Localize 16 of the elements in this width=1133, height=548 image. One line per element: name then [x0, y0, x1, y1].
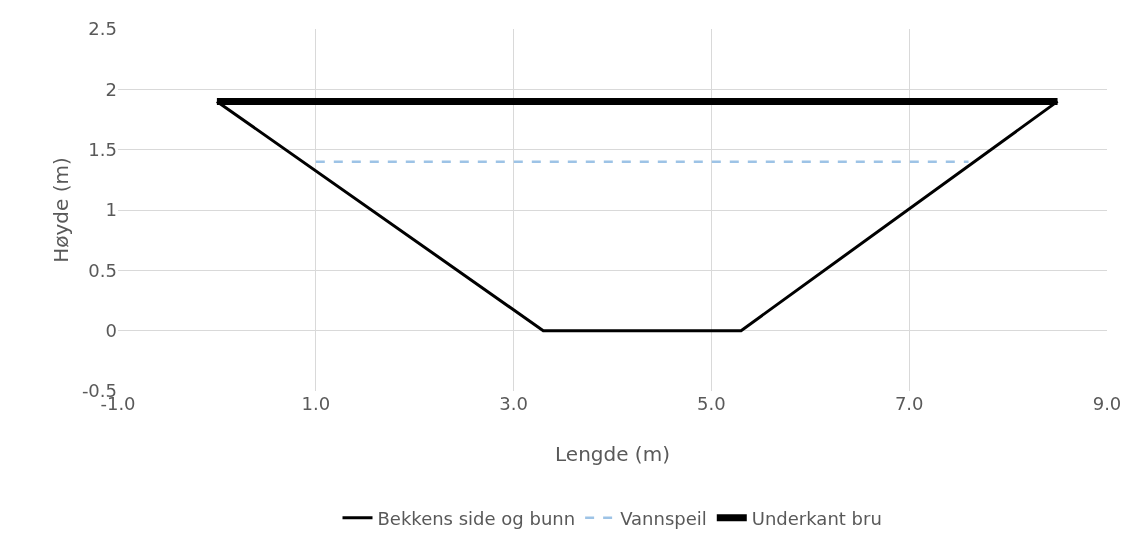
legend-label: Vannspeil: [620, 507, 707, 529]
y-axis-title: Høyde (m): [49, 157, 73, 263]
x-tick-label: 5.0: [697, 393, 726, 414]
y-tick-label: 1: [105, 199, 117, 221]
y-tick-label: 0.5: [88, 259, 117, 281]
y-tick-label: 1.5: [88, 138, 117, 160]
y-tick-label: 2.5: [88, 18, 117, 40]
x-tick-label: 7.0: [894, 393, 924, 414]
x-axis-title: Lengde (m): [555, 442, 670, 466]
legend-label: Underkant bru: [751, 507, 882, 529]
x-tick-label: 3.0: [499, 393, 528, 414]
x-tick-label: 1.0: [301, 393, 331, 414]
x-tick-label: 9.0: [1092, 393, 1122, 414]
y-tick-label: 0: [105, 319, 117, 341]
legend-label: Bekkens side og bunn: [377, 507, 576, 529]
y-tick-label: 2: [105, 78, 117, 100]
